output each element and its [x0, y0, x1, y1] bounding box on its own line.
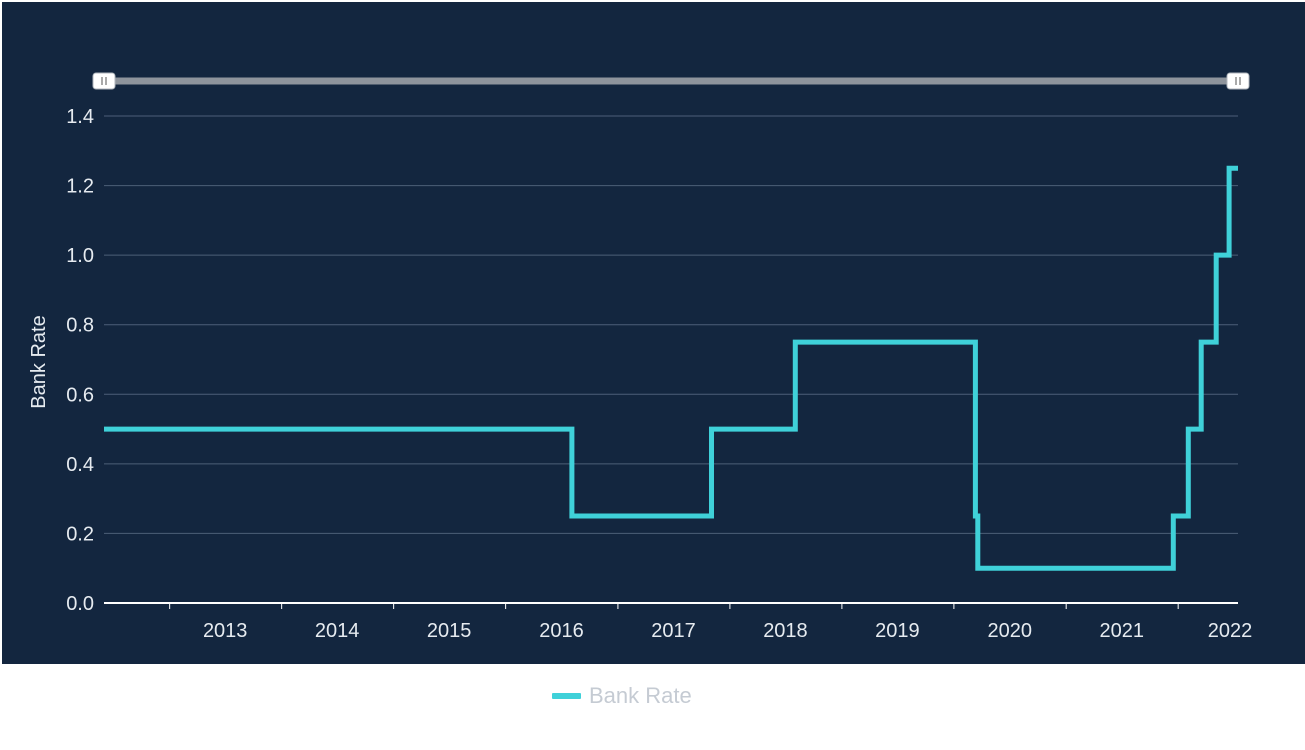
- series-layer: [104, 165, 1238, 571]
- range-slider[interactable]: [92, 72, 1250, 90]
- x-tick-label: 2017: [651, 620, 696, 642]
- chart-svg: 0.0 0.2 0.4 0.6 0.8 1.0 1.2 1.4 2013 2014 2015 2016…: [28, 72, 1252, 642]
- y-tick-label: 0.6: [66, 384, 94, 406]
- y-tick-label: 0.8: [66, 315, 94, 337]
- x-tick-label: 2018: [763, 620, 808, 642]
- range-slider-left-handle[interactable]: [92, 72, 116, 90]
- x-tick-label: 2014: [315, 620, 360, 642]
- series-line-bank-rate: [104, 165, 1238, 571]
- y-tick-label: 1.4: [66, 106, 94, 128]
- y-tick-label: 0.4: [66, 454, 94, 476]
- y-tick-label: 0.0: [66, 593, 94, 615]
- y-tick-label: 1.0: [66, 245, 94, 267]
- x-tick-label: 2019: [875, 620, 920, 642]
- x-tick-label: 2021: [1099, 620, 1144, 642]
- x-tick-label: 2022: [1208, 620, 1253, 642]
- x-tick-label: 2016: [539, 620, 584, 642]
- grid-layer: [104, 115, 1238, 534]
- x-tick-label: 2013: [203, 620, 248, 642]
- y-axis-label: Bank Rate: [28, 315, 50, 408]
- x-tick-label: 2020: [987, 620, 1032, 642]
- x-tick-label: 2015: [427, 620, 472, 642]
- y-tick-label: 1.2: [66, 176, 94, 198]
- range-slider-right-handle[interactable]: [1226, 72, 1250, 90]
- legend-label: Bank Rate: [589, 683, 692, 708]
- axis-layer: 0.0 0.2 0.4 0.6 0.8 1.0 1.2 1.4 2013 2014 2015 2016…: [66, 106, 1252, 642]
- chart-panel: 0.0 0.2 0.4 0.6 0.8 1.0 1.2 1.4 2013 2014 2015 2016…: [2, 2, 1305, 664]
- y-tick-label: 0.2: [66, 523, 94, 545]
- legend-item-bank-rate[interactable]: Bank Rate: [552, 682, 692, 710]
- legend-swatch: [552, 693, 581, 699]
